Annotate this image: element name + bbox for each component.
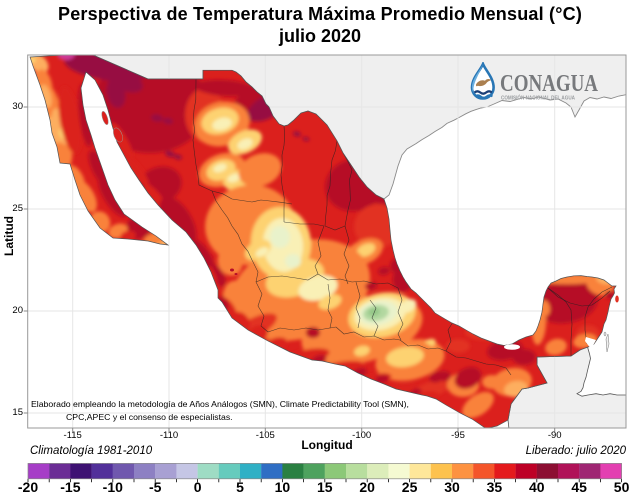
svg-text:COMISIÓN NACIONAL DEL AGUA: COMISIÓN NACIONAL DEL AGUA: [501, 94, 575, 102]
svg-text:CONAGUA: CONAGUA: [500, 71, 599, 97]
